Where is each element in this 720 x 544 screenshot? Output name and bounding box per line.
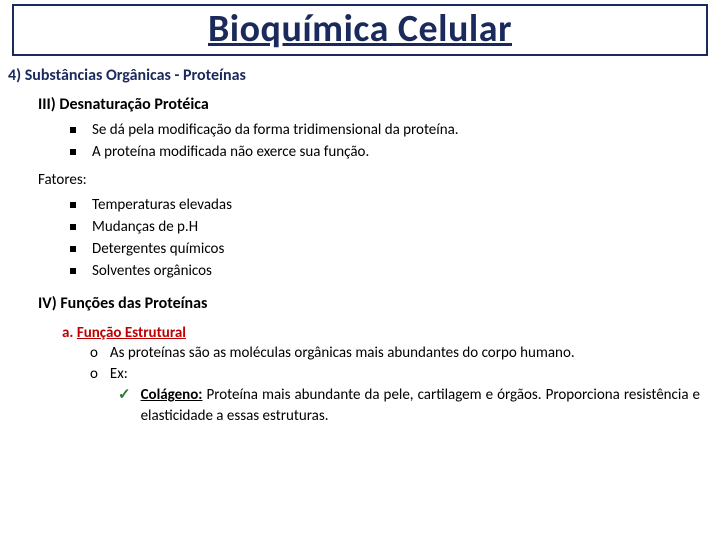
square-bullet-icon xyxy=(70,149,76,155)
bullet-text: Se dá pela modificação da forma tridimen… xyxy=(92,120,459,140)
bullet-text: Mudanças de p.H xyxy=(92,217,198,237)
subsection-iv-heading: IV) Funções das Proteínas xyxy=(38,294,720,313)
example-body: Proteína mais abundante da pele, cartila… xyxy=(141,386,700,424)
bullet-text: A proteína modificada não exerce sua fun… xyxy=(92,142,369,162)
slide: Bioquímica Celular 4) Substâncias Orgâni… xyxy=(0,4,720,544)
slide-title: Bioquímica Celular xyxy=(208,6,512,52)
title-box: Bioquímica Celular xyxy=(12,4,708,56)
iii-bullets: Se dá pela modificação da forma tridimen… xyxy=(70,120,720,163)
bullet-text: Solventes orgânicos xyxy=(92,261,212,281)
square-bullet-icon xyxy=(70,202,76,208)
subsection-iii-heading: III) Desnaturação Protéica xyxy=(38,95,720,114)
fatores-bullets: Temperaturas elevadas Mudanças de p.H De… xyxy=(70,195,720,282)
item-a-sublist: o As proteínas são as moléculas orgânica… xyxy=(90,343,700,426)
square-bullet-icon xyxy=(70,127,76,133)
subitem-text: As proteínas são as moléculas orgânicas … xyxy=(110,343,575,363)
list-item: Detergentes químicos xyxy=(70,239,720,259)
item-letter: a. xyxy=(62,324,73,342)
fatores-label: Fatores: xyxy=(38,171,720,189)
list-item: Se dá pela modificação da forma tridimen… xyxy=(70,120,720,140)
square-bullet-icon xyxy=(70,224,76,230)
bullet-text: Detergentes químicos xyxy=(92,239,224,259)
bullet-text: Temperaturas elevadas xyxy=(92,195,232,215)
subitem-text: Ex: xyxy=(110,364,128,384)
circle-bullet-icon: o xyxy=(90,343,98,363)
list-item: Mudanças de p.H xyxy=(70,217,720,237)
check-icon: ✓ xyxy=(118,385,131,405)
square-bullet-icon xyxy=(70,268,76,274)
list-item: o Ex: xyxy=(90,364,700,384)
circle-bullet-icon: o xyxy=(90,364,98,384)
list-item: A proteína modificada não exerce sua fun… xyxy=(70,142,720,162)
section-heading: 4) Substâncias Orgânicas - Proteínas xyxy=(8,66,720,85)
example-text: Colágeno: Proteína mais abundante da pel… xyxy=(141,385,700,426)
list-item: Temperaturas elevadas xyxy=(70,195,720,215)
square-bullet-icon xyxy=(70,246,76,252)
example-term: Colágeno: xyxy=(141,386,203,404)
item-a: a. Função Estrutural o As proteínas são … xyxy=(62,323,700,426)
list-item: o As proteínas são as moléculas orgânica… xyxy=(90,343,700,363)
list-item: Solventes orgânicos xyxy=(70,261,720,281)
item-title: Função Estrutural xyxy=(77,324,186,342)
example-row: ✓ Colágeno: Proteína mais abundante da p… xyxy=(118,385,700,426)
